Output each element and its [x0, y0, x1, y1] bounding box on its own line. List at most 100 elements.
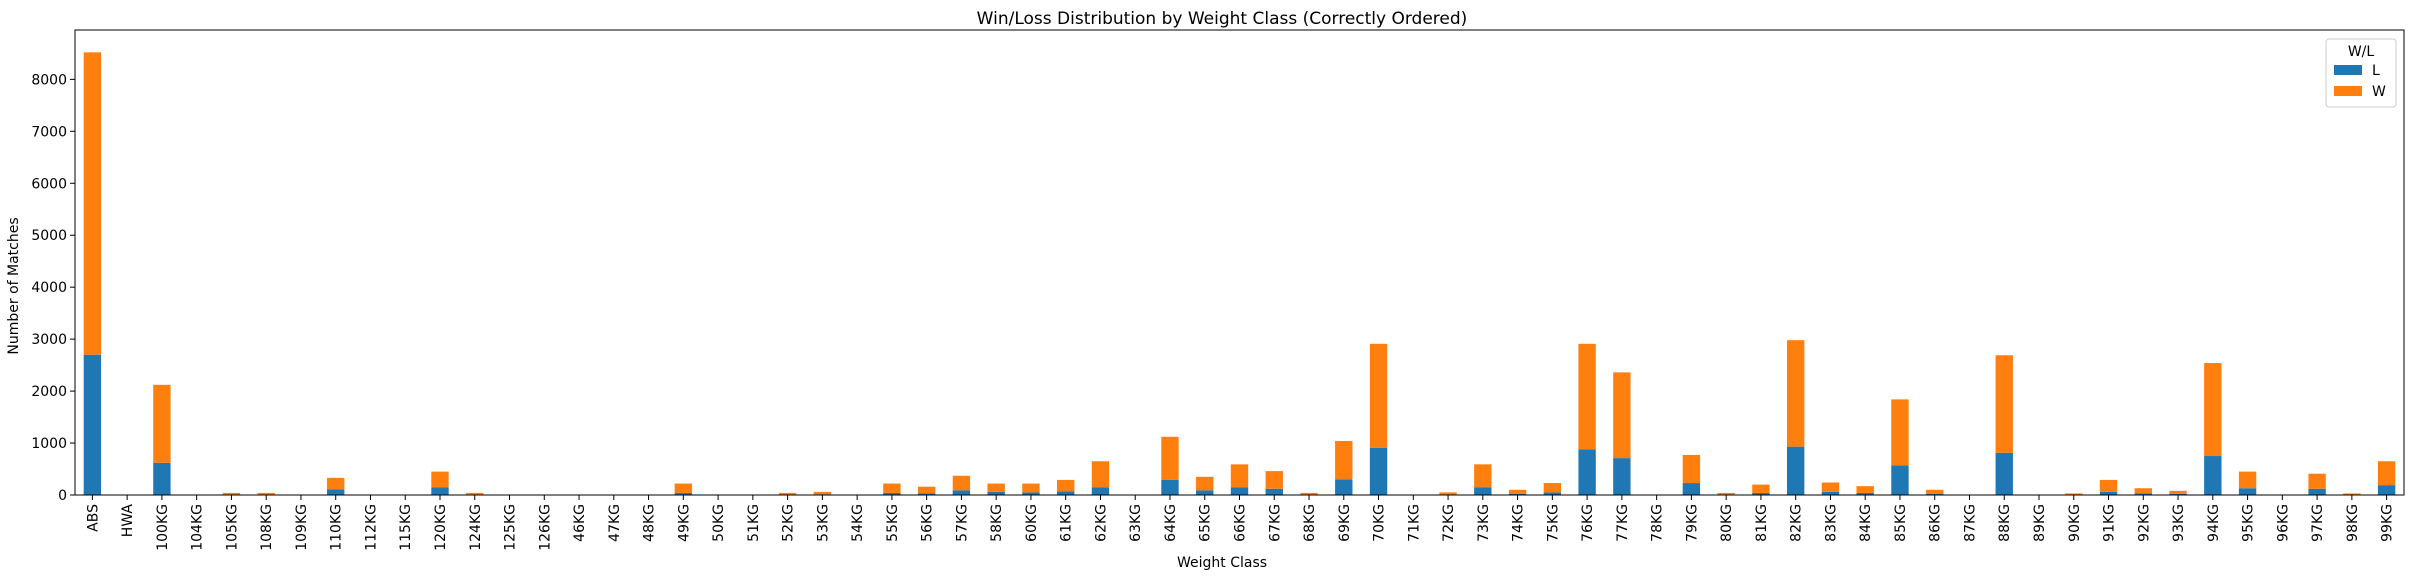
- x-tick-label: 82KG: [1789, 504, 1805, 542]
- y-tick-label: 3000: [31, 332, 67, 348]
- bar-l-84kg: [1856, 492, 1874, 495]
- x-tick-label: 95KG: [2241, 504, 2257, 542]
- bar-w-66kg: [1230, 464, 1249, 488]
- bar-l-66kg: [1230, 487, 1249, 495]
- legend-title: W/L: [2348, 44, 2375, 60]
- x-tick-label: 124KG: [468, 504, 484, 551]
- bar-w-68kg: [1300, 492, 1318, 495]
- x-tick-label: 70KG: [1372, 504, 1388, 542]
- bar-l-85kg: [1891, 465, 1909, 495]
- y-tick-label: 6000: [31, 176, 67, 192]
- bar-w-81kg: [1752, 484, 1770, 493]
- x-tick-label: 49KG: [676, 504, 692, 542]
- bar-w-100kg: [153, 384, 171, 463]
- bar-l-70kg: [1369, 447, 1388, 495]
- y-axis-label: Number of Matches: [6, 217, 22, 354]
- bar-l-64kg: [1161, 479, 1179, 495]
- x-tick-label: 57KG: [954, 504, 970, 542]
- bar-l-91kg: [2099, 491, 2118, 495]
- bar-l-73kg: [1474, 487, 1492, 495]
- bar-l-76kg: [1578, 449, 1596, 495]
- x-tick-label: 50KG: [711, 504, 727, 542]
- bar-w-52kg: [778, 492, 797, 495]
- x-tick-label: 53KG: [815, 504, 831, 542]
- bar-l-60kg: [1022, 492, 1040, 495]
- legend-swatch-l: [2334, 65, 2362, 75]
- x-tick-label: 55KG: [885, 504, 901, 542]
- y-tick-label: 5000: [31, 228, 67, 244]
- x-tick-label: 91KG: [2102, 504, 2118, 542]
- x-tick-label: 88KG: [1997, 504, 2013, 542]
- x-tick-label: 66KG: [1233, 504, 1249, 542]
- bar-l-67kg: [1265, 488, 1283, 495]
- x-tick-label: 94KG: [2206, 504, 2222, 542]
- x-tick-label: 99KG: [2380, 504, 2396, 542]
- bar-w-86kg: [1926, 489, 1944, 494]
- plot-frame: [74, 29, 2405, 496]
- x-tick-label: 100KG: [155, 504, 171, 551]
- x-tick-label: 97KG: [2310, 504, 2326, 542]
- bar-w-84kg: [1856, 486, 1874, 493]
- bar-w-88kg: [1995, 355, 2013, 453]
- x-tick-label: 80KG: [1719, 504, 1735, 542]
- x-tick-label: 84KG: [1858, 504, 1874, 542]
- x-tick-label: 98KG: [2345, 504, 2361, 542]
- bar-w-61kg: [1057, 479, 1075, 492]
- bar-w-99kg: [2377, 461, 2396, 486]
- bar-w-57kg: [952, 475, 971, 491]
- bar-w-64kg: [1161, 436, 1179, 480]
- x-tick-label: 83KG: [1823, 504, 1839, 542]
- x-tick-label: 92KG: [2136, 504, 2152, 542]
- bar-l-69kg: [1335, 479, 1353, 495]
- bar-w-82kg: [1786, 340, 1805, 447]
- x-tick-label: 96KG: [2275, 504, 2291, 542]
- x-tick-label: 71KG: [1406, 504, 1422, 542]
- bar-w-60kg: [1022, 483, 1040, 493]
- bar-l-120kg: [431, 487, 449, 495]
- x-tick-label: ABS: [85, 504, 101, 532]
- x-tick-label: 69KG: [1337, 504, 1353, 542]
- x-tick-label: 108KG: [259, 504, 275, 551]
- x-axis: ABS HWA 100KG 104KG 105KG 108KG 109KG 110KG 112K…: [85, 495, 2396, 551]
- x-tick-label: 81KG: [1754, 504, 1770, 542]
- bar-l-92kg: [2134, 493, 2152, 495]
- y-tick-label: 7000: [31, 124, 67, 140]
- x-tick-label: 68KG: [1302, 504, 1318, 542]
- x-tick-label: 110KG: [329, 504, 345, 551]
- bar-w-73kg: [1474, 464, 1492, 488]
- bar-l-110kg: [327, 489, 345, 495]
- x-tick-label: 76KG: [1580, 504, 1596, 542]
- bar-l-57kg: [952, 490, 971, 495]
- x-tick-label: 78KG: [1650, 504, 1666, 542]
- y-tick-label: 0: [58, 488, 67, 504]
- y-tick-label: 1000: [31, 436, 67, 452]
- bar-l-77kg: [1613, 458, 1631, 495]
- bar-w-abs: [83, 52, 102, 355]
- x-tick-label: 64KG: [1163, 504, 1179, 542]
- x-tick-label: 87KG: [1962, 504, 1978, 542]
- bar-l-49kg: [674, 492, 693, 495]
- bar-w-83kg: [1821, 482, 1840, 492]
- x-tick-label: 73KG: [1476, 504, 1492, 542]
- y-tick-label: 8000: [31, 72, 67, 88]
- x-tick-label: HWA: [120, 504, 136, 538]
- bar-l-55kg: [883, 492, 901, 495]
- legend-label-w: W: [2372, 84, 2386, 100]
- legend-label-l: L: [2372, 63, 2380, 79]
- x-tick-label: 61KG: [1059, 504, 1075, 542]
- bar-w-92kg: [2134, 488, 2152, 494]
- bar-w-67kg: [1265, 471, 1283, 489]
- bar-w-85kg: [1891, 399, 1909, 466]
- bar-l-65kg: [1196, 490, 1214, 495]
- bar-w-69kg: [1335, 440, 1353, 480]
- bar-l-99kg: [2377, 485, 2396, 495]
- x-tick-label: 126KG: [537, 504, 553, 551]
- x-tick-label: 105KG: [224, 504, 240, 551]
- x-axis-label: Weight Class: [1177, 555, 1267, 571]
- bar-w-74kg: [1508, 489, 1527, 494]
- x-tick-label: 65KG: [1198, 504, 1214, 542]
- bar-l-82kg: [1786, 446, 1805, 495]
- bar-w-95kg: [2238, 471, 2257, 489]
- bars-group: [83, 52, 2396, 495]
